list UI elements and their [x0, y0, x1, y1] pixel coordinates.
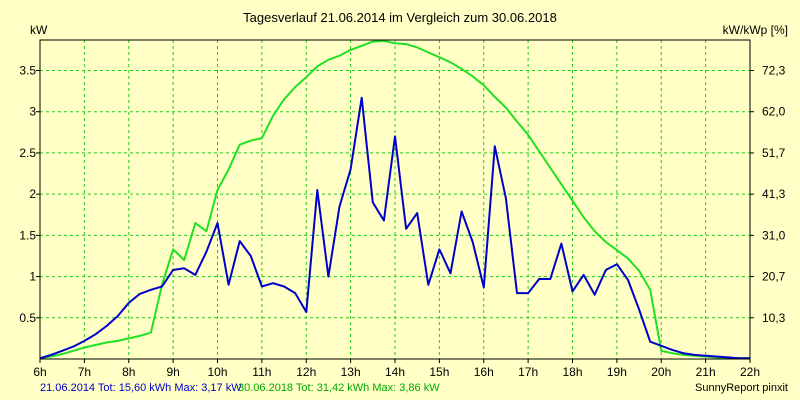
series-line-1: [39, 96, 750, 360]
series-layer: [39, 39, 750, 360]
y-tick-label: 2.5: [19, 146, 36, 160]
x-tick-label: 6h: [33, 365, 46, 379]
y2-tick-layer: 10,3 20,7 31,0 41,3 51,7 62,0 72,3: [750, 63, 786, 325]
y-tick-label: 2: [29, 187, 36, 201]
x-tick-label: 8h: [122, 365, 135, 379]
x-tick-label: 10h: [207, 365, 227, 379]
footer-series2-stats: Tot: 31,42 kWh Max: 3,86 kW: [295, 382, 440, 394]
x-tick-label: 13h: [341, 365, 361, 379]
grid: [40, 40, 750, 359]
right-axis-unit: kW/kWp [%]: [722, 23, 788, 37]
chart-title: Tagesverlauf 21.06.2014 im Vergleich zum…: [243, 10, 557, 25]
y2-tick-label: 62,0: [762, 105, 786, 119]
x-tick-label: 21h: [696, 365, 716, 379]
y-tick-label: 1.5: [19, 228, 36, 242]
x-tick-label: 20h: [651, 365, 671, 379]
x-tick-label: 7h: [78, 365, 91, 379]
footer-series2: 30.06.2018 Tot: 31,42 kWh Max: 3,86 kW: [238, 382, 440, 394]
x-tick-label: 9h: [166, 365, 179, 379]
y-tick-label: 0.5: [19, 311, 36, 325]
left-axis-unit: kW: [30, 23, 48, 37]
footer-series1: 21.06.2014 Tot: 15,60 kWh Max: 3,17 kW: [40, 382, 242, 394]
series-line-2: [39, 39, 750, 360]
y-tick-label: 3: [29, 105, 36, 119]
y2-tick-label: 41,3: [762, 187, 786, 201]
y2-tick-label: 10,3: [762, 311, 786, 325]
x-tick-label: 17h: [518, 365, 538, 379]
x-tick-label: 18h: [562, 365, 582, 379]
footer-credit: SunnyReport pinxit: [695, 382, 788, 394]
x-tick-label: 15h: [429, 365, 449, 379]
footer-series1-label: 21.06.2014: [40, 382, 96, 394]
footer-series1-stats: Tot: 15,60 kWh Max: 3,17 kW: [97, 382, 242, 394]
y2-tick-label: 31,0: [762, 228, 786, 242]
y-tick-label: 1: [29, 270, 36, 284]
x-tick-label: 14h: [385, 365, 405, 379]
y-tick-layer: 0.5 1 1.5 2 2.5 3 3.5: [19, 63, 40, 325]
x-tick-label: 12h: [296, 365, 316, 379]
y2-tick-label: 72,3: [762, 63, 786, 77]
y2-tick-label: 20,7: [762, 270, 786, 284]
x-tick-label: 11h: [252, 365, 271, 379]
y2-tick-label: 51,7: [762, 146, 786, 160]
x-tick-label: 22h: [740, 365, 760, 379]
footer-series2-label: 30.06.2018: [238, 382, 294, 394]
x-tick-layer: 6h 7h 8h 9h 10h 11h 12h 13h 14h 15h 16h 17h 18h 19h 20…: [33, 359, 760, 379]
x-tick-label: 16h: [474, 365, 494, 379]
y-tick-label: 3.5: [19, 63, 36, 77]
x-tick-label: 19h: [607, 365, 627, 379]
